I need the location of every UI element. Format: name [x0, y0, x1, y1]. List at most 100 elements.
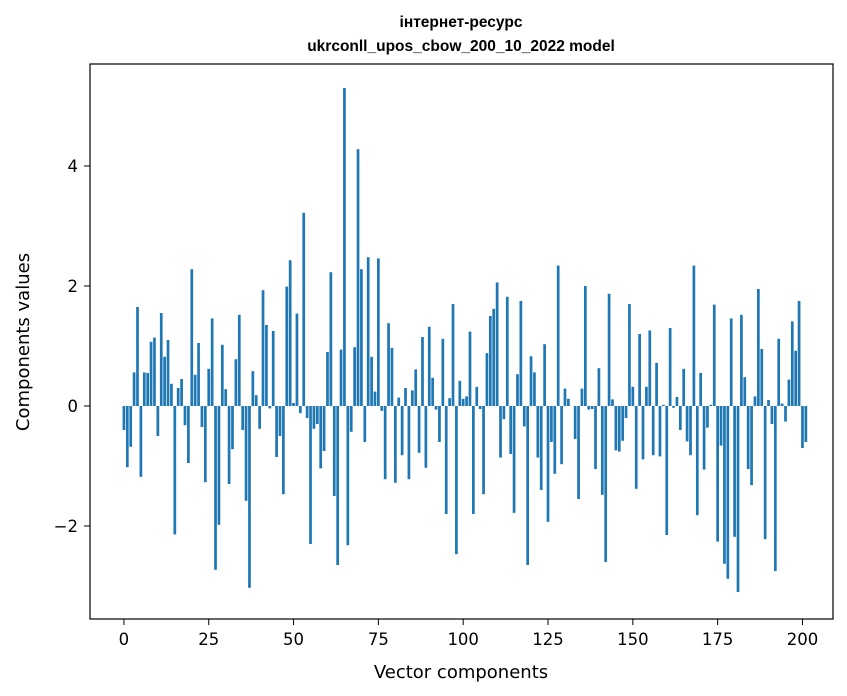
bar — [461, 398, 465, 406]
bar — [397, 397, 401, 406]
bar — [597, 368, 601, 406]
bar — [553, 406, 557, 474]
y-tick-label: −2 — [54, 517, 78, 536]
bar — [651, 406, 655, 456]
bar — [706, 406, 709, 428]
bar — [743, 377, 747, 406]
bar — [346, 406, 350, 546]
bar — [801, 406, 804, 448]
bar — [645, 386, 648, 406]
bar — [343, 88, 346, 406]
bar — [146, 373, 150, 406]
bar — [400, 406, 404, 456]
bar — [773, 406, 777, 571]
bar — [125, 406, 129, 468]
bar — [417, 406, 421, 453]
bar — [312, 406, 316, 429]
bar — [567, 398, 570, 406]
bar — [726, 406, 730, 579]
bar — [770, 406, 774, 424]
bar — [434, 406, 438, 410]
bar — [282, 406, 285, 495]
bar — [760, 349, 764, 406]
bar — [441, 338, 445, 406]
bar — [492, 308, 496, 406]
bar-series — [122, 88, 808, 592]
y-tick-label: 2 — [68, 277, 79, 296]
bar — [288, 260, 292, 406]
x-axis-ticks: 0 25 50 75 100 125 150 175 200 — [119, 619, 819, 649]
bar — [298, 406, 302, 414]
bar — [309, 406, 312, 544]
bar — [675, 397, 679, 406]
bar — [424, 406, 428, 468]
bar — [224, 389, 228, 406]
bar — [556, 265, 560, 406]
bar — [377, 258, 380, 406]
bar — [404, 388, 407, 406]
bar — [685, 406, 689, 442]
x-tick-label: 200 — [787, 630, 819, 649]
bar — [227, 406, 231, 484]
bar — [234, 359, 238, 406]
bar — [251, 371, 255, 406]
bar — [285, 286, 289, 406]
x-axis-label: Vector components — [374, 662, 548, 683]
bar — [522, 406, 526, 427]
bar — [560, 406, 563, 465]
bar — [142, 372, 146, 406]
bar — [265, 325, 268, 406]
x-tick-label: 25 — [198, 630, 219, 649]
bar — [356, 149, 360, 406]
x-tick-label: 125 — [532, 630, 564, 649]
bar — [332, 406, 336, 496]
bar — [512, 406, 516, 513]
bar — [295, 313, 299, 406]
bar — [197, 343, 200, 406]
bar — [631, 386, 635, 406]
bar — [533, 372, 536, 406]
bar — [624, 406, 628, 418]
bar — [777, 338, 781, 406]
bar — [485, 353, 489, 406]
bar — [254, 395, 258, 406]
bar — [478, 406, 482, 409]
bar — [122, 406, 126, 430]
bar — [315, 406, 319, 424]
bar — [648, 330, 652, 406]
bar — [353, 347, 356, 406]
bar — [322, 406, 326, 451]
bar — [329, 272, 333, 406]
bar — [804, 406, 808, 442]
bar — [468, 331, 472, 406]
x-tick-label: 50 — [283, 630, 304, 649]
bar — [170, 383, 173, 406]
bar — [702, 406, 706, 470]
bar — [438, 406, 441, 442]
x-tick-label: 150 — [617, 630, 649, 649]
bar — [421, 337, 424, 406]
chart-title-line1: інтернет-ресурс — [400, 14, 523, 31]
bar — [505, 296, 509, 406]
bar — [790, 321, 794, 406]
bar — [682, 368, 686, 406]
bar — [237, 314, 241, 406]
bar — [587, 406, 591, 410]
bar — [712, 304, 716, 406]
bar — [319, 406, 323, 469]
bar — [268, 406, 272, 409]
bar — [604, 406, 608, 562]
bar — [729, 318, 733, 406]
bar — [614, 406, 618, 451]
bar — [302, 212, 306, 406]
bar — [275, 406, 278, 457]
bar — [153, 337, 156, 406]
bar — [519, 301, 523, 406]
bar — [136, 307, 139, 406]
bar — [472, 406, 475, 514]
bar — [129, 406, 133, 447]
bar — [662, 404, 665, 406]
bar — [499, 406, 502, 458]
bar — [594, 406, 597, 469]
bar — [383, 406, 387, 480]
